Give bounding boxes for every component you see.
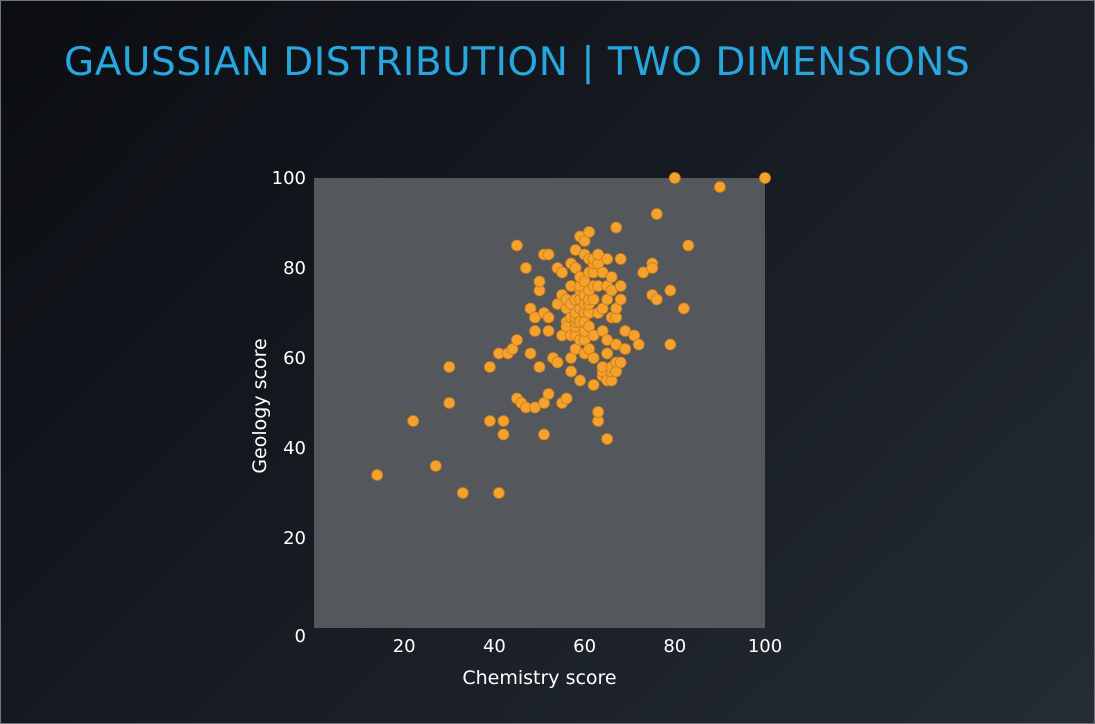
data-point bbox=[587, 293, 600, 306]
data-point bbox=[538, 428, 550, 441]
data-point bbox=[551, 356, 564, 369]
data-point bbox=[587, 379, 600, 391]
data-point bbox=[542, 388, 555, 400]
data-point bbox=[443, 397, 456, 409]
data-point bbox=[533, 361, 546, 373]
data-point bbox=[664, 284, 677, 297]
data-point bbox=[483, 415, 496, 427]
data-point bbox=[574, 374, 586, 387]
data-point bbox=[520, 262, 532, 274]
x-tick-label: 100 bbox=[748, 636, 782, 657]
data-point bbox=[614, 293, 627, 306]
x-tick-labels: 20 40 60 80 100 bbox=[393, 636, 782, 657]
data-points bbox=[371, 172, 771, 499]
origin-tick-label: 0 bbox=[295, 626, 306, 647]
data-point bbox=[497, 415, 510, 427]
data-point bbox=[587, 352, 600, 364]
data-point bbox=[583, 226, 596, 238]
data-point bbox=[614, 356, 627, 369]
y-tick-label: 100 bbox=[272, 168, 306, 189]
x-tick-label: 60 bbox=[573, 636, 596, 657]
y-tick-label: 60 bbox=[283, 348, 306, 369]
data-point bbox=[560, 392, 573, 405]
x-tick-label: 20 bbox=[393, 636, 416, 657]
slide-title: GAUSSIAN DISTRIBUTION | TWO DIMENSIONS bbox=[64, 40, 971, 85]
data-point bbox=[650, 208, 663, 220]
data-point bbox=[407, 415, 420, 427]
data-point bbox=[601, 433, 614, 445]
data-point bbox=[664, 338, 677, 351]
y-tick-labels: 20 40 60 80 100 bbox=[272, 168, 306, 549]
data-point bbox=[619, 343, 632, 355]
data-point bbox=[614, 253, 627, 265]
data-point bbox=[605, 271, 618, 283]
data-point bbox=[668, 172, 681, 184]
data-point bbox=[443, 361, 456, 373]
data-point bbox=[759, 172, 771, 184]
data-point bbox=[601, 347, 614, 360]
data-point bbox=[677, 302, 690, 315]
data-point bbox=[542, 311, 555, 324]
x-tick-label: 40 bbox=[483, 636, 506, 657]
x-tick-label: 80 bbox=[663, 636, 686, 657]
data-point bbox=[529, 325, 541, 337]
y-axis-label: Geology score bbox=[249, 338, 271, 473]
data-point bbox=[493, 487, 505, 499]
data-point bbox=[533, 275, 546, 288]
data-point bbox=[556, 266, 568, 279]
data-point bbox=[601, 253, 614, 265]
x-axis-label: Chemistry score bbox=[462, 667, 616, 689]
data-point bbox=[592, 406, 605, 418]
data-point bbox=[511, 334, 523, 346]
data-point bbox=[542, 325, 555, 337]
data-point bbox=[483, 361, 496, 373]
data-point bbox=[371, 469, 384, 481]
data-point bbox=[542, 248, 555, 261]
y-tick-label: 20 bbox=[283, 528, 306, 549]
data-point bbox=[614, 280, 627, 292]
data-point bbox=[714, 181, 726, 193]
data-point bbox=[610, 221, 623, 234]
data-point bbox=[429, 460, 442, 472]
data-point bbox=[682, 239, 695, 252]
y-tick-label: 40 bbox=[283, 438, 306, 459]
data-point bbox=[497, 428, 510, 441]
y-tick-label: 80 bbox=[283, 258, 306, 279]
data-point bbox=[632, 338, 645, 351]
data-point bbox=[565, 365, 577, 378]
data-point bbox=[646, 262, 659, 274]
data-point bbox=[456, 487, 469, 499]
data-point bbox=[511, 239, 523, 252]
data-point bbox=[650, 293, 663, 306]
data-point bbox=[524, 347, 537, 360]
